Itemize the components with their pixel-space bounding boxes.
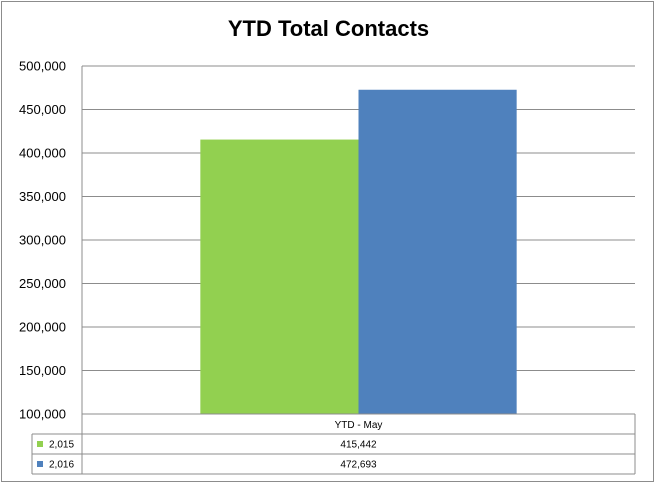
y-tick-label: 500,000 [19, 59, 66, 74]
category-label: YTD - May [335, 420, 383, 431]
legend-entry: 2,016 [49, 460, 74, 471]
chart-title: YTD Total Contacts [227, 16, 430, 41]
y-tick-label: 400,000 [19, 146, 66, 161]
data-label: 415,442 [340, 440, 377, 451]
bar-2 [358, 89, 517, 415]
y-tick-label: 250,000 [19, 276, 66, 291]
legend-entry: 2,015 [49, 440, 74, 451]
legend-swatch [37, 461, 43, 467]
legend-swatch [37, 441, 43, 447]
y-tick-label: 450,000 [19, 102, 66, 117]
y-tick-label: 350,000 [19, 189, 66, 204]
y-tick-label: 300,000 [19, 233, 66, 248]
data-label: 472,693 [340, 460, 377, 471]
y-tick-label: 100,000 [19, 407, 66, 422]
y-tick-label: 200,000 [19, 320, 66, 335]
bar-1 [200, 139, 359, 414]
y-tick-label: 150,000 [19, 363, 66, 378]
